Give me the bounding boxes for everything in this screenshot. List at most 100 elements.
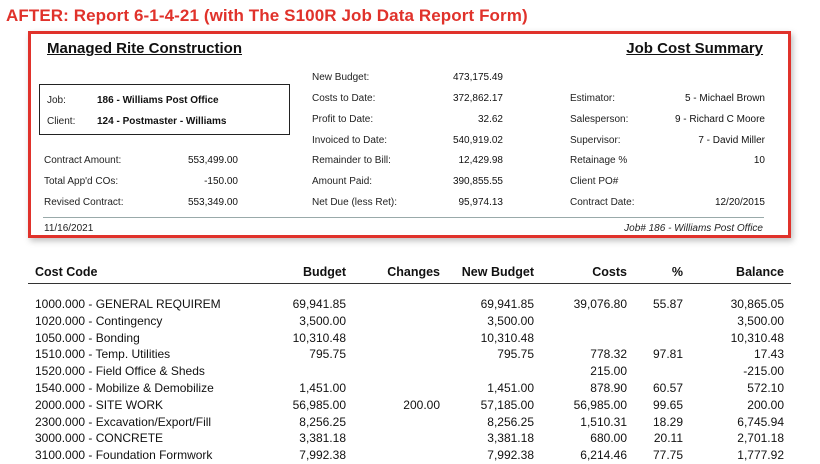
cell-percent: 18.29: [652, 414, 683, 429]
new-budget-label: New Budget:: [312, 72, 370, 83]
estimator: 5 - Michael Brown: [684, 93, 765, 104]
client-value: 124 - Postmaster - Williams: [97, 116, 227, 127]
cell-percent: 20.11: [653, 431, 683, 446]
cell-budget: 3,381.18: [299, 431, 346, 446]
col-header-new-budget: New Budget: [461, 265, 534, 279]
revised-contract: 553,349.00: [187, 197, 238, 208]
retainage-label: Retainage %: [570, 155, 628, 166]
table-row: 2300.000 - Excavation/Export/Fill 8,256.2…: [0, 415, 820, 431]
cell-costs: 39,076.80: [573, 297, 627, 311]
col-header-percent: %: [671, 265, 683, 279]
cell-budget: 8,256.25: [299, 414, 346, 429]
costs-to-date-label: Costs to Date:: [312, 93, 376, 104]
cell-balance: 3,500.00: [737, 313, 784, 328]
cell-cost-code: 3000.000 - CONCRETE: [35, 431, 164, 446]
report-date: 11/16/2021: [44, 223, 94, 234]
cell-new-budget: 8,256.25: [487, 414, 534, 429]
cell-budget: 7,992.38: [299, 448, 346, 463]
cell-new-budget: 10,310.48: [480, 330, 534, 345]
amount-paid: 390,855.55: [452, 176, 503, 187]
cell-budget: 795.75: [309, 347, 346, 362]
col-header-costs: Costs: [592, 265, 627, 279]
client-po-label: Client PO#: [570, 176, 619, 187]
remainder-to-bill: 12,429.98: [458, 155, 504, 166]
salesperson: 9 - Richard C Moore: [674, 114, 765, 125]
cell-balance: 572.10: [747, 381, 784, 395]
invoiced-to-date-label: Invoiced to Date:: [312, 135, 388, 146]
cell-balance: 30,865.05: [730, 297, 784, 311]
table-row: 1510.000 - Temp. Utilities 795.75 795.75 77…: [0, 347, 820, 363]
table-row: 1540.000 - Mobilize & Demobilize 1,451.00…: [0, 381, 820, 397]
cell-new-budget: 3,500.00: [487, 313, 534, 328]
net-due-label: Net Due (less Ret):: [312, 197, 398, 208]
cell-costs: 6,214.46: [580, 448, 627, 463]
cell-new-budget: 57,185.00: [480, 397, 534, 412]
cell-new-budget: 795.75: [497, 347, 534, 362]
cell-budget: 69,941.85: [292, 297, 346, 311]
table-row: 1020.000 - Contingency 3,500.00 3,500.00 3,…: [0, 314, 820, 330]
cell-cost-code: 1020.000 - Contingency: [35, 313, 163, 328]
cell-balance: 200.00: [747, 397, 784, 412]
table-row: 3000.000 - CONCRETE 3,381.18 3,381.18 680.0…: [0, 431, 820, 447]
cell-changes: 200.00: [403, 397, 440, 412]
retainage: 10: [753, 155, 765, 166]
cell-new-budget: 69,941.85: [480, 297, 534, 311]
cell-percent: 60.57: [652, 381, 683, 395]
cell-balance: 6,745.94: [737, 414, 784, 429]
cell-new-budget: 7,992.38: [487, 448, 534, 463]
contract-amount-label: Contract Amount:: [44, 155, 122, 166]
cell-new-budget: 1,451.00: [487, 381, 534, 395]
company-name: Managed Rite Construction: [47, 40, 243, 57]
table-row: 1520.000 - Field Office & Sheds 215.00 -21…: [0, 364, 820, 380]
report-header-panel: Managed Rite Construction Job Cost Summa…: [28, 31, 791, 238]
total-cos-label: Total App'd COs:: [44, 176, 119, 187]
profit-to-date: 32.62: [477, 114, 503, 125]
cell-costs: 878.90: [590, 381, 627, 395]
col-header-balance: Balance: [736, 265, 784, 279]
table-row: 1000.000 - GENERAL REQUIREM 69,941.85 69,9…: [0, 297, 820, 313]
cell-cost-code: 1000.000 - GENERAL REQUIREM: [35, 297, 221, 311]
cell-new-budget: 3,381.18: [487, 431, 534, 446]
cell-budget: 56,985.00: [292, 397, 346, 412]
supervisor: 7 - David Miller: [698, 135, 765, 146]
cell-costs: 215.00: [590, 364, 627, 379]
contract-date-label: Contract Date:: [570, 197, 635, 208]
cell-cost-code: 2300.000 - Excavation/Export/Fill: [35, 414, 212, 429]
col-header-cost-code: Cost Code: [35, 265, 98, 279]
table-row: 1050.000 - Bonding 10,310.48 10,310.48 10,3…: [0, 331, 820, 347]
job-client-box: Job: 186 - Williams Post Office Client: …: [39, 84, 290, 135]
cell-cost-code: 1050.000 - Bonding: [35, 330, 140, 345]
table-header-divider: [28, 283, 791, 284]
table-row: 3100.000 - Foundation Formwork 7,992.38 7,…: [0, 448, 820, 464]
cell-balance: 10,310.48: [730, 330, 784, 345]
job-value: 186 - Williams Post Office: [97, 95, 219, 106]
report-banner: AFTER: Report 6-1-4-21 (with The S100R J…: [6, 6, 528, 25]
report-title: Job Cost Summary: [626, 40, 763, 57]
cell-balance: 1,777.92: [737, 448, 784, 463]
new-budget: 473,175.49: [452, 72, 503, 83]
cell-budget: 10,310.48: [292, 330, 346, 345]
footer-job-ref: Job# 186 - Williams Post Office: [624, 223, 763, 234]
cell-percent: 99.65: [652, 397, 683, 412]
cell-cost-code: 1520.000 - Field Office & Sheds: [35, 364, 205, 379]
footer-divider: [43, 217, 764, 218]
cell-budget: 3,500.00: [299, 313, 346, 328]
estimator-label: Estimator:: [570, 93, 616, 104]
cell-balance: -215.00: [743, 364, 784, 379]
cell-costs: 56,985.00: [573, 397, 627, 412]
col-header-changes: Changes: [387, 265, 440, 279]
cell-percent: 55.87: [652, 297, 683, 311]
remainder-to-bill-label: Remainder to Bill:: [312, 155, 391, 166]
job-label: Job:: [47, 95, 66, 106]
table-row: 2000.000 - SITE WORK 56,985.00 200.00 57,18…: [0, 398, 820, 414]
revised-contract-label: Revised Contract:: [44, 197, 124, 208]
cell-costs: 778.32: [590, 347, 627, 362]
client-label: Client:: [47, 116, 76, 127]
amount-paid-label: Amount Paid:: [312, 176, 373, 187]
contract-amount: 553,499.00: [187, 155, 238, 166]
cell-cost-code: 1510.000 - Temp. Utilities: [35, 347, 171, 362]
cell-cost-code: 2000.000 - SITE WORK: [35, 397, 164, 412]
profit-to-date-label: Profit to Date:: [312, 114, 374, 125]
cell-percent: 77.75: [652, 448, 683, 463]
supervisor-label: Supervisor:: [570, 135, 621, 146]
